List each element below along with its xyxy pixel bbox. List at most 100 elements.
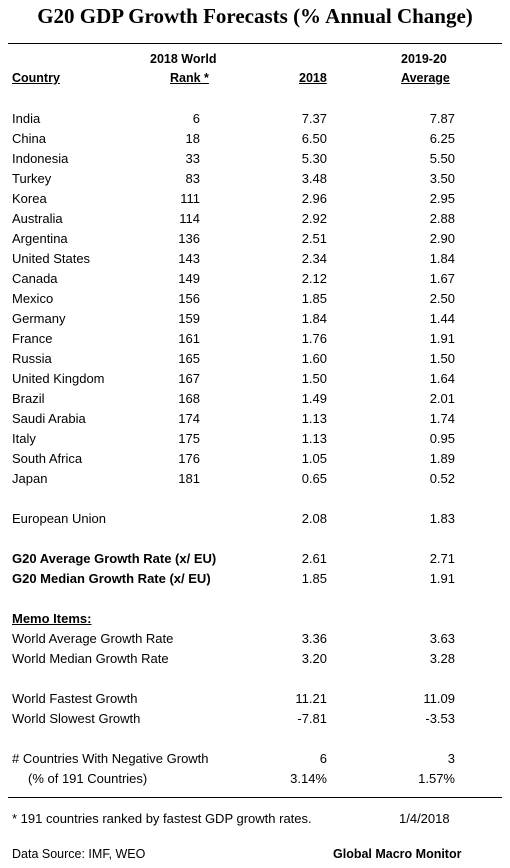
growth-2019-20-avg: 2.50 [429, 291, 455, 306]
growth-2019-20-avg: 1.44 [429, 311, 455, 326]
growth-2019-20-avg: 6.25 [429, 131, 455, 146]
data-source: Data Source: IMF, WEO [12, 847, 146, 861]
world-slowest-avg: -3.53 [425, 711, 455, 726]
world-rank: 174 [178, 411, 200, 426]
growth-2018: 1.49 [301, 391, 327, 406]
world-rank: 165 [178, 351, 200, 366]
page-title: G20 GDP Growth Forecasts (% Annual Chang… [37, 4, 473, 28]
footer-rule [8, 797, 502, 798]
growth-2019-20-avg: 2.90 [429, 231, 455, 246]
growth-2019-20-avg: 5.50 [429, 151, 455, 166]
growth-2019-20-avg: 7.87 [429, 111, 455, 126]
growth-2018: 2.12 [301, 271, 327, 286]
growth-2018: 7.37 [301, 111, 327, 126]
world-rank: 33 [185, 151, 200, 166]
growth-2018: 1.13 [301, 431, 327, 446]
rank-header-line2: Rank * [170, 71, 209, 85]
growth-2018: 1.76 [301, 331, 327, 346]
g20-median-avg: 1.91 [429, 571, 455, 586]
growth-2019-20-avg: 0.52 [429, 471, 455, 486]
growth-2018: 1.50 [301, 371, 327, 386]
country-header: Country [12, 71, 60, 85]
world-rank: 114 [179, 211, 200, 226]
growth-2019-20-avg: 3.50 [429, 171, 455, 186]
g20-avg-label: G20 Average Growth Rate (x/ EU) [12, 551, 217, 566]
growth-2019-20-avg: 2.01 [429, 391, 455, 406]
world-rank: 111 [180, 191, 200, 206]
growth-2019-20-avg: 1.84 [429, 251, 455, 266]
world-fastest-2018: 11.21 [295, 691, 327, 706]
world-median-label: World Median Growth Rate [12, 651, 169, 666]
growth-2018: 1.05 [301, 451, 327, 466]
world-rank: 6 [192, 111, 200, 126]
growth-2019-20-avg: 1.67 [429, 271, 455, 286]
world-fastest-label: World Fastest Growth [12, 691, 138, 706]
growth-2019-20-avg: 1.64 [429, 371, 455, 386]
g20-avg-avg: 2.71 [429, 551, 455, 566]
country-name: Australia [12, 211, 63, 226]
world-rank: 168 [178, 391, 200, 406]
memo-label: Memo Items: [12, 611, 92, 626]
world-rank: 159 [178, 311, 200, 326]
country-name: South Africa [12, 451, 83, 466]
country-name: France [12, 331, 53, 346]
world-rank: 83 [185, 171, 200, 186]
rank-header-line1: 2018 World [150, 52, 217, 66]
neg-count-label: # Countries With Negative Growth [12, 751, 209, 766]
growth-2018: 5.30 [301, 151, 327, 166]
growth-2018: 0.65 [301, 471, 327, 486]
world-rank: 176 [178, 451, 200, 466]
world-rank: 167 [178, 371, 200, 386]
world-slowest-2018: -7.81 [297, 711, 327, 726]
country-name: Germany [12, 311, 66, 326]
world-median-2018: 3.20 [301, 651, 327, 666]
growth-2018: 2.34 [301, 251, 327, 266]
growth-2018: 1.13 [301, 411, 327, 426]
country-name: United States [12, 251, 91, 266]
world-rank: 149 [178, 271, 200, 286]
neg-count-2018: 6 [319, 751, 327, 766]
growth-2019-20-avg: 1.74 [429, 411, 455, 426]
growth-2019-20-avg: 1.89 [429, 451, 455, 466]
world-rank: 175 [178, 431, 200, 446]
country-name: Korea [12, 191, 47, 206]
eu-avg: 1.83 [429, 511, 455, 526]
world-avg-label: World Average Growth Rate [12, 631, 174, 646]
country-name: Brazil [12, 391, 45, 406]
eu-label: European Union [12, 511, 106, 526]
growth-2019-20-avg: 0.95 [429, 431, 455, 446]
country-name: Turkey [12, 171, 52, 186]
country-name: Canada [12, 271, 58, 286]
world-avg-avg: 3.63 [429, 631, 455, 646]
world-median-avg: 3.28 [429, 651, 455, 666]
growth-2018: 1.60 [301, 351, 327, 366]
neg-pct-label: (% of 191 Countries) [28, 771, 148, 786]
world-rank: 161 [178, 331, 200, 346]
world-rank: 18 [185, 131, 200, 146]
header-top-rule [8, 43, 502, 44]
world-fastest-avg: 11.09 [423, 691, 455, 706]
growth-2019-20-avg: 1.50 [429, 351, 455, 366]
avg-header-line1: 2019-20 [401, 52, 447, 66]
growth-2018: 1.84 [301, 311, 327, 326]
growth-2018: 2.51 [301, 231, 327, 246]
world-avg-2018: 3.36 [301, 631, 327, 646]
country-name: Saudi Arabia [12, 411, 86, 426]
world-rank: 143 [178, 251, 200, 266]
neg-pct-2018: 3.14% [290, 771, 327, 786]
footnote: * 191 countries ranked by fastest GDP gr… [12, 811, 312, 826]
neg-count-avg: 3 [447, 751, 455, 766]
country-name: Mexico [12, 291, 54, 306]
g20-median-label: G20 Median Growth Rate (x/ EU) [12, 571, 211, 586]
growth-2018: 1.85 [301, 291, 327, 306]
country-name: Indonesia [12, 151, 69, 166]
country-name: Russia [12, 351, 52, 366]
world-rank: 156 [178, 291, 200, 306]
growth-2019-20-avg: 1.91 [429, 331, 455, 346]
date-label: 1/4/2018 [399, 811, 450, 826]
country-name: Japan [12, 471, 48, 486]
g20-median-2018: 1.85 [301, 571, 327, 586]
col-2018-header: 2018 [299, 71, 327, 85]
brand-label: Global Macro Monitor [333, 847, 462, 861]
country-name: China [12, 131, 46, 146]
